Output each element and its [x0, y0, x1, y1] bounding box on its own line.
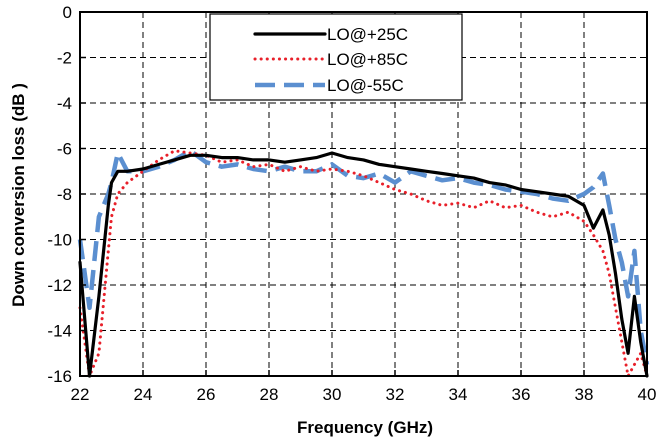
- y-axis-title: Down conversion loss (dB ): [9, 83, 28, 307]
- y-tick-label: -12: [47, 276, 72, 295]
- y-tick-label: 0: [63, 3, 72, 22]
- x-axis-title: Frequency (GHz): [297, 418, 433, 437]
- y-tick-label: -14: [47, 322, 72, 341]
- legend-label-lo-85c: LO@+85C: [327, 50, 408, 69]
- x-tick-label: 22: [71, 385, 90, 404]
- legend: LO@+25C LO@+85C LO@-55C: [209, 13, 463, 101]
- x-tick-label: 40: [638, 385, 657, 404]
- legend-label-lo-55c: LO@-55C: [327, 76, 404, 95]
- x-tick-label: 36: [512, 385, 531, 404]
- x-tick-label: 26: [197, 385, 216, 404]
- series-line-lo-55c: [77, 148, 650, 366]
- legend-box: [209, 13, 463, 101]
- x-tick-label: 30: [323, 385, 342, 404]
- y-tick-labels: 0 -2 -4 -6 -8 -10 -12 -14 -16: [47, 3, 86, 386]
- legend-label-lo-25c: LO@+25C: [327, 25, 408, 44]
- y-tick-label: -8: [57, 185, 72, 204]
- x-tick-label: 32: [386, 385, 405, 404]
- y-tick-label: -10: [47, 231, 72, 250]
- series-group: [77, 148, 650, 378]
- y-tick-label: -6: [57, 140, 72, 159]
- x-tick-label: 28: [260, 385, 279, 404]
- x-tick-labels: 22 24 26 28 30 32 34 36 38 40: [71, 370, 657, 404]
- y-tick-label: -16: [47, 367, 72, 386]
- series-line-lo-25c: [78, 151, 649, 378]
- series-line-lo-85c: [78, 149, 649, 378]
- x-tick-label: 24: [134, 385, 153, 404]
- x-tick-label: 38: [575, 385, 594, 404]
- y-tick-label: -2: [57, 49, 72, 68]
- y-tick-label: -4: [57, 94, 72, 113]
- x-tick-label: 34: [449, 385, 468, 404]
